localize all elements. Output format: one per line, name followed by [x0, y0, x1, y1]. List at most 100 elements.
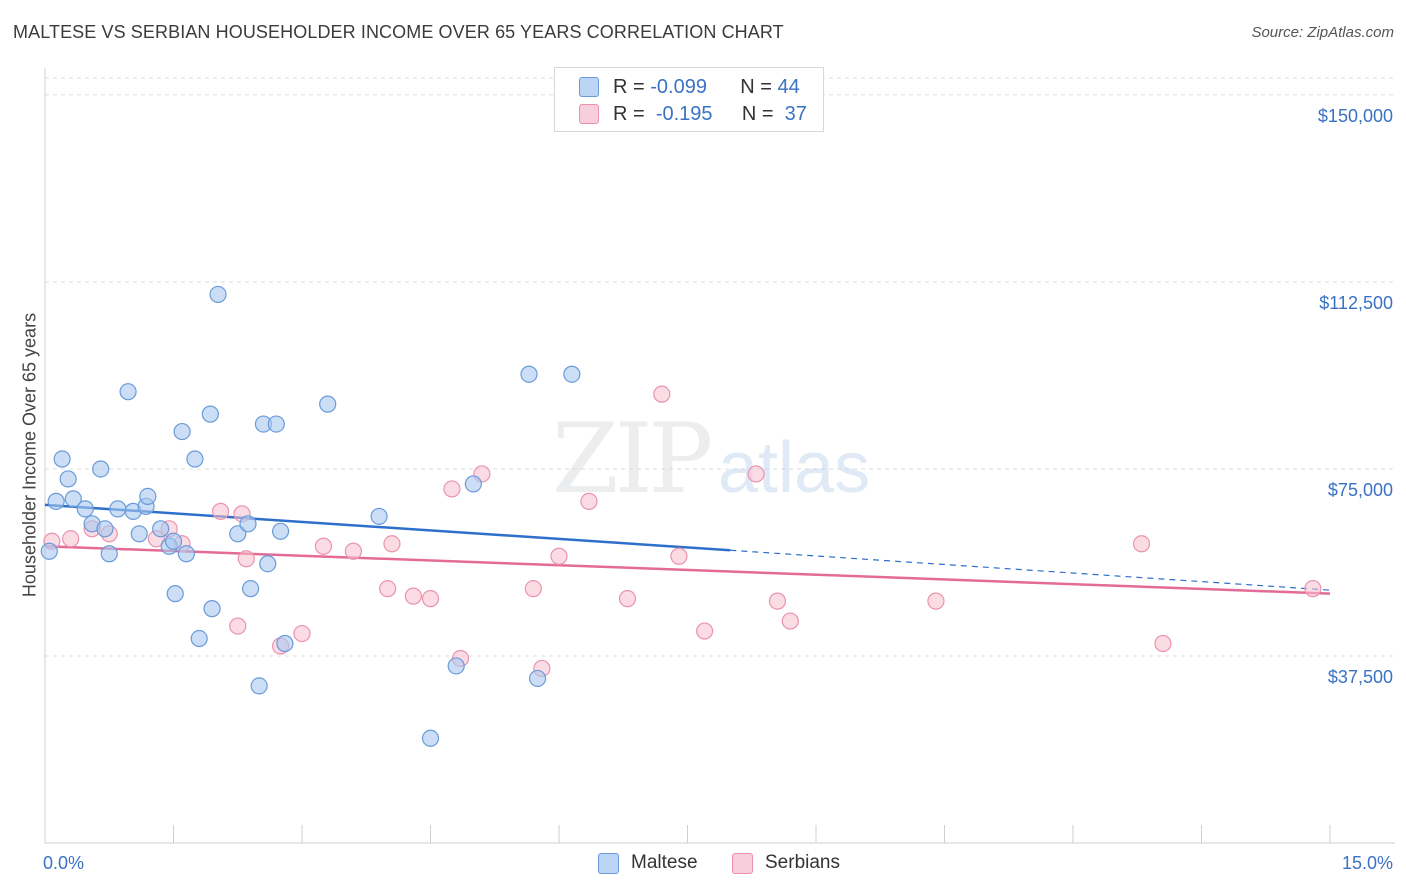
serbian-point [653, 385, 671, 403]
maltese-r-value: -0.099 [650, 75, 707, 98]
serbian-point [781, 612, 799, 630]
grid-lines [45, 77, 1395, 657]
serbian-point [618, 590, 637, 608]
maltese-point [177, 545, 195, 563]
legend-n-label: N = [740, 75, 772, 98]
maltese-point [152, 520, 170, 538]
maltese-point [47, 492, 65, 510]
maltese-point [267, 415, 285, 433]
watermark: ZIP atlas [552, 403, 870, 515]
correlation-legend: R = -0.099 N = 44 R = -0.195 N = 37 [554, 67, 824, 132]
maltese-point [76, 500, 94, 518]
maltese-point [421, 729, 440, 747]
maltese-point [96, 520, 114, 538]
serbian-point [1154, 634, 1172, 653]
maltese-point [271, 522, 290, 540]
serbian-point [550, 547, 568, 565]
serbian-trend-line [44, 545, 1331, 595]
y-tick-label: $75,000 [1328, 480, 1393, 500]
maltese-point [563, 365, 581, 383]
maltese-point [319, 395, 337, 413]
maltese-point [190, 629, 208, 648]
serbian-point [229, 617, 247, 635]
maltese-point [164, 532, 183, 550]
serbian-point [670, 547, 688, 565]
legend-row-maltese: R = -0.099 N = 44 [579, 75, 800, 99]
maltese-point [276, 634, 294, 653]
maltese-points [40, 285, 581, 747]
maltese-point [520, 365, 538, 383]
serbian-point [696, 622, 714, 640]
maltese-point [209, 285, 227, 304]
maltese-point [173, 422, 191, 441]
maltese-point [53, 450, 71, 468]
serbian-point [443, 480, 461, 498]
maltese-point [92, 460, 110, 478]
serbian-point [1132, 535, 1151, 553]
maltese-trend-extension [730, 549, 1331, 591]
serbian-point [237, 550, 255, 568]
serbian-point [580, 492, 598, 510]
serbian-point [344, 542, 362, 560]
y-tick-label: $150,000 [1318, 106, 1393, 126]
maltese-legend-swatch [598, 852, 619, 874]
maltese-point [109, 500, 127, 518]
serbian-point [379, 580, 397, 598]
serbian-swatch [579, 104, 599, 124]
maltese-trend-line [44, 503, 731, 552]
maltese-legend-label: Maltese [631, 852, 698, 873]
maltese-point [130, 525, 148, 543]
legend-r-label: R = [613, 102, 645, 125]
maltese-point [201, 405, 219, 423]
trend-lines [44, 503, 1331, 595]
chart-title: MALTESE VS SERBIAN HOUSEHOLDER INCOME OV… [13, 22, 784, 42]
maltese-point [186, 450, 204, 468]
serbian-point [212, 502, 230, 520]
maltese-point [64, 490, 82, 508]
serbian-point [421, 590, 440, 608]
serbian-point [404, 587, 422, 605]
maltese-point [464, 475, 482, 493]
maltese-point [139, 487, 157, 505]
maltese-n-value: 44 [777, 75, 800, 98]
maltese-point [528, 669, 547, 688]
tick-labels: $37,500 $75,000 $112,500 $150,000 0.0% 15.0% [43, 106, 1393, 873]
x-tick-label-max: 15.0% [1342, 853, 1393, 873]
maltese-point [100, 545, 118, 563]
serbian-point [927, 592, 945, 610]
maltese-point [242, 580, 260, 598]
maltese-point [119, 383, 137, 401]
x-tick-label-min: 0.0% [43, 853, 84, 873]
maltese-point [59, 470, 77, 488]
legend-n-label: N = [741, 102, 774, 125]
maltese-point [203, 600, 221, 618]
serbian-r-value: -0.195 [655, 102, 713, 125]
maltese-point [259, 555, 277, 573]
legend-r-label: R = [613, 75, 645, 98]
serbian-point [524, 580, 542, 598]
serbian-n-value: 37 [784, 102, 807, 125]
watermark-atlas: atlas [718, 428, 870, 508]
bottom-legend-maltese[interactable]: Maltese [598, 852, 698, 874]
serbian-point [314, 537, 333, 555]
legend-row-serbians: R = -0.195 N = 37 [579, 102, 807, 126]
axes [44, 68, 1395, 844]
serbian-legend-swatch [732, 852, 753, 874]
watermark-zip: ZIP [552, 403, 711, 515]
maltese-point [250, 677, 268, 695]
maltese-point [447, 657, 465, 675]
serbian-point [62, 530, 80, 548]
maltese-swatch [579, 77, 599, 97]
maltese-point [166, 585, 184, 603]
y-tick-label: $112,500 [1319, 293, 1393, 313]
maltese-point [239, 515, 257, 533]
maltese-point [229, 525, 247, 543]
serbian-point [383, 535, 401, 553]
serbian-point [768, 592, 787, 610]
y-tick-label: $37,500 [1328, 667, 1393, 687]
source-label: Source: ZipAtlas.com [1251, 24, 1394, 41]
bottom-legend-serbians[interactable]: Serbians [732, 852, 840, 874]
serbian-point [1304, 580, 1322, 598]
maltese-point [370, 507, 388, 525]
